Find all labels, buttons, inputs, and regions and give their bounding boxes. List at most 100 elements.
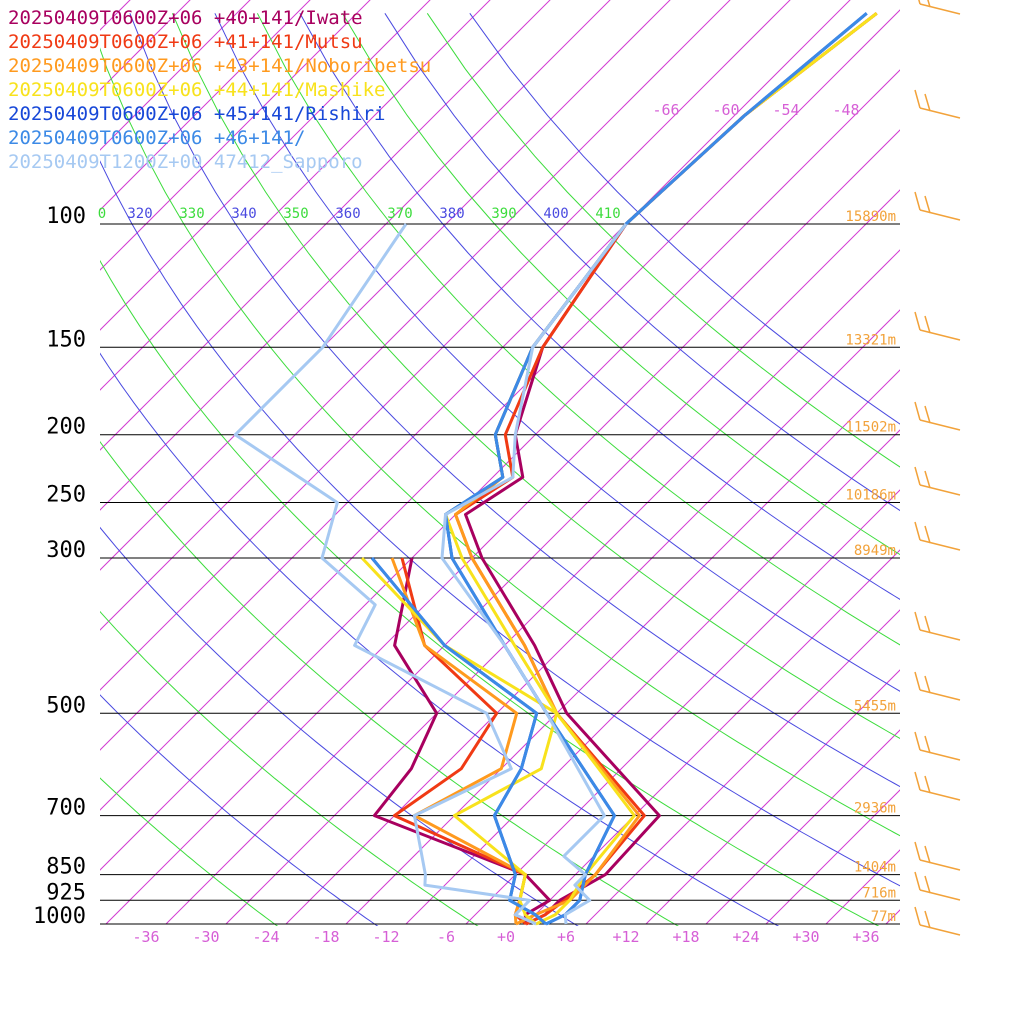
- x-tick-label: -30: [192, 928, 219, 946]
- isotherm-line: [585, 609, 900, 925]
- wind-barb-feather: [914, 671, 921, 691]
- wind-barb-feather: [914, 401, 921, 421]
- theta-label: 340: [231, 206, 256, 222]
- theta-label: 320: [127, 206, 152, 222]
- wind-barb-feather: [914, 311, 921, 331]
- isotherm-line: [1006, 0, 1024, 924]
- pressure-label: 100: [46, 204, 86, 229]
- isotherm-top-label: -48: [832, 101, 859, 119]
- dry-adiabat-line: [384, 13, 900, 512]
- legend: 20250409T0600Z+06 +40+141/Iwate20250409T…: [8, 7, 431, 173]
- height-label: 8949m: [854, 543, 896, 559]
- isotherm-line: [705, 729, 900, 925]
- theta-label: 350: [283, 206, 308, 222]
- pressure-label: 500: [46, 693, 86, 718]
- dry-adiabat-line: [341, 13, 900, 556]
- wind-barb: [919, 789, 961, 801]
- dry-adiabat-line: [100, 777, 279, 926]
- isotherm-line: [100, 0, 491, 391]
- dry-adiabat-line: [100, 526, 579, 926]
- x-tick-label: -24: [252, 928, 279, 946]
- isotherm-line: [100, 0, 371, 271]
- legend-entry: 20250409T0600Z+06 +43+141/Noboribetsu: [8, 55, 431, 77]
- isotherm-line: [100, 0, 791, 691]
- theta-label: 360: [335, 206, 360, 222]
- wind-barb: [919, 209, 961, 221]
- wind-barb-feather: [924, 405, 931, 424]
- isotherm-line: [100, 9, 900, 811]
- temperature-profile-line: [440, 223, 628, 925]
- dry-adiabat-line: [100, 694, 379, 926]
- wind-barb-feather: [914, 191, 921, 211]
- height-label: 77m: [871, 909, 896, 925]
- isotherm-top-label: -66: [652, 101, 679, 119]
- height-label: 13321m: [845, 332, 896, 348]
- x-tick-label: +12: [612, 928, 639, 946]
- height-label: 15890m: [845, 209, 896, 225]
- wind-barb-feather: [924, 470, 931, 489]
- dewpoint-profile-line: [372, 557, 552, 925]
- pressure-lines: [100, 223, 900, 925]
- height-label: 716m: [862, 885, 896, 901]
- wind-barb-feather: [914, 871, 921, 891]
- wind-barb-feather: [914, 731, 921, 751]
- wind-barb: [919, 419, 961, 431]
- pressure-label: 200: [46, 415, 86, 440]
- wind-barb-feather: [914, 906, 921, 926]
- dewpoint-profile-line: [360, 556, 559, 926]
- wind-barb-feather: [924, 875, 931, 894]
- wind-barb: [919, 484, 961, 496]
- wind-barb-feather: [924, 735, 931, 754]
- wind-barb: [919, 889, 961, 901]
- isotherm-line: [225, 249, 900, 925]
- theta-label: 330: [179, 206, 204, 222]
- profile-lines: [233, 12, 878, 926]
- theta-label: 410: [595, 206, 620, 222]
- wind-barb-feather: [914, 89, 921, 109]
- wind-barb: [919, 924, 961, 936]
- isotherm-line: [525, 549, 900, 925]
- pressure-label: 925: [46, 880, 86, 905]
- wind-barb-feather: [914, 521, 921, 541]
- dry-adiabat-line: [214, 13, 900, 692]
- wind-barb: [919, 539, 961, 551]
- x-tick-label: +36: [852, 928, 879, 946]
- x-tick-label: +0: [497, 928, 515, 946]
- x-tick-label: +18: [672, 928, 699, 946]
- isotherm-line: [100, 0, 671, 571]
- height-label: 5455m: [854, 698, 896, 714]
- temperature-profile-line: [464, 12, 878, 926]
- x-axis-ticks: -36 -30 -24 -18 -12 -6 +0 +6 +12 +18 +24 +30 +36: [132, 928, 879, 946]
- height-label: 10186m: [845, 488, 896, 504]
- wind-barb-feather: [924, 195, 931, 214]
- isotherm-line: [100, 0, 551, 451]
- legend-entry: 20250409T0600Z+06 +41+141/Mutsu: [8, 31, 363, 53]
- height-label: 2936m: [854, 801, 896, 817]
- wind-barb-feather: [924, 845, 931, 864]
- isotherm-line: [885, 909, 900, 925]
- wind-barb: [919, 329, 961, 341]
- x-tick-label: -18: [312, 928, 339, 946]
- theta-label: 400: [543, 206, 568, 222]
- isotherm-line: [165, 189, 900, 925]
- pressure-label: 700: [46, 796, 86, 821]
- wind-barb: [919, 749, 961, 761]
- wind-barbs: [914, 0, 961, 936]
- isotherm-line: [100, 0, 311, 211]
- theta-label: 380: [439, 206, 464, 222]
- wind-barb-feather: [918, 0, 921, 5]
- isotherm-line: [765, 789, 900, 925]
- x-tick-label: -36: [132, 928, 159, 946]
- wind-barb-feather: [914, 466, 921, 486]
- wind-barb-feather: [924, 775, 931, 794]
- isotherm-line: [465, 489, 900, 925]
- legend-entry: 20250409T0600Z+06 +40+141/Iwate: [8, 7, 363, 29]
- wind-barb-feather: [924, 675, 931, 694]
- height-labels: 15890m 13321m 11502m 10186m 8949m 5455m 2936m 1…: [845, 209, 896, 925]
- isotherm-line: [100, 0, 851, 751]
- pressure-label: 150: [46, 327, 86, 352]
- background-lines: [100, 0, 1024, 926]
- isotherm-line: [946, 0, 1024, 924]
